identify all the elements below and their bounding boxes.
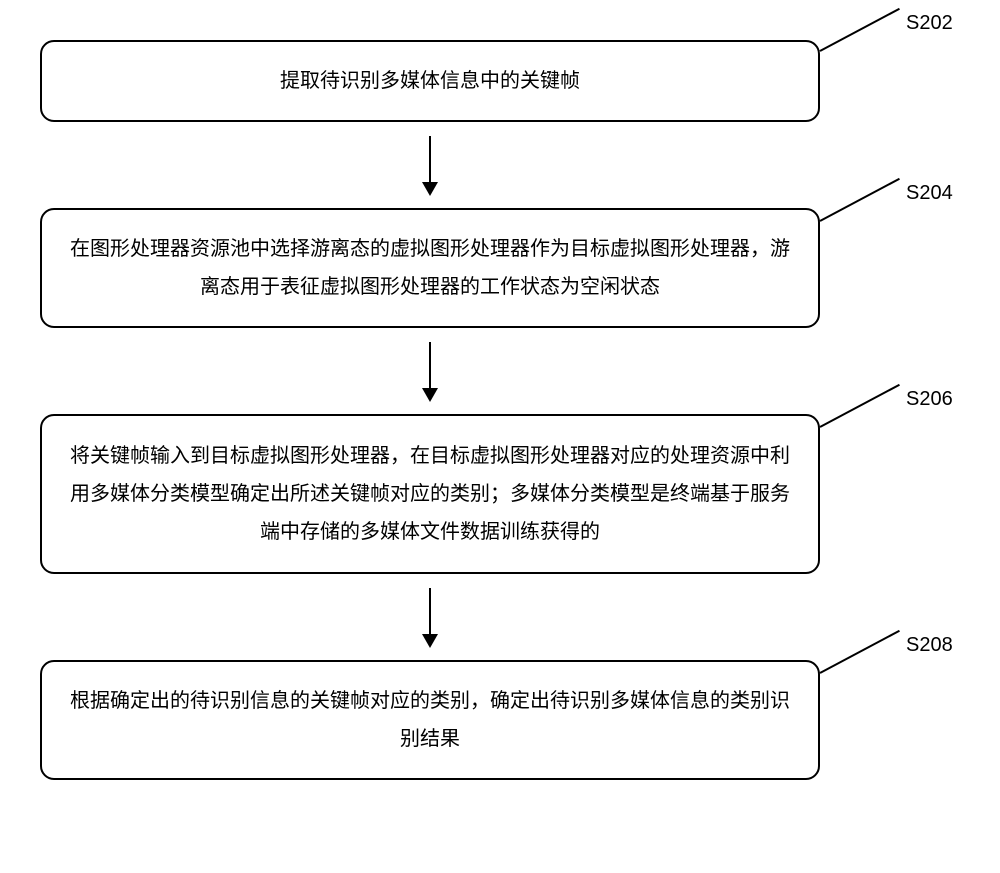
step-label-s206: S206 — [906, 388, 953, 411]
arrow-2 — [429, 342, 431, 400]
step-row-s206: 将关键帧输入到目标虚拟图形处理器，在目标虚拟图形处理器对应的处理资源中利用多媒体… — [40, 414, 960, 574]
connector-s202 — [820, 8, 900, 52]
step-row-s204: 在图形处理器资源池中选择游离态的虚拟图形处理器作为目标虚拟图形处理器，游离态用于… — [40, 208, 960, 328]
step-row-s208: 根据确定出的待识别信息的关键帧对应的类别，确定出待识别多媒体信息的类别识别结果 … — [40, 660, 960, 780]
step-box-s202: 提取待识别多媒体信息中的关键帧 — [40, 40, 820, 122]
step-label-wrap-s204: S204 — [820, 208, 960, 248]
arrow-wrap-1 — [40, 122, 820, 208]
step-text-s202: 提取待识别多媒体信息中的关键帧 — [280, 62, 580, 100]
step-label-s204: S204 — [906, 182, 953, 205]
step-text-s206: 将关键帧输入到目标虚拟图形处理器，在目标虚拟图形处理器对应的处理资源中利用多媒体… — [70, 437, 790, 551]
step-box-s208: 根据确定出的待识别信息的关键帧对应的类别，确定出待识别多媒体信息的类别识别结果 — [40, 660, 820, 780]
step-box-s206: 将关键帧输入到目标虚拟图形处理器，在目标虚拟图形处理器对应的处理资源中利用多媒体… — [40, 414, 820, 574]
step-text-s204: 在图形处理器资源池中选择游离态的虚拟图形处理器作为目标虚拟图形处理器，游离态用于… — [70, 230, 790, 306]
arrow-1 — [429, 136, 431, 194]
connector-s206 — [820, 384, 900, 428]
step-label-s208: S208 — [906, 634, 953, 657]
arrow-wrap-2 — [40, 328, 820, 414]
step-row-s202: 提取待识别多媒体信息中的关键帧 S202 — [40, 40, 960, 122]
step-label-wrap-s208: S208 — [820, 660, 960, 700]
step-label-wrap-s202: S202 — [820, 40, 960, 80]
step-box-s204: 在图形处理器资源池中选择游离态的虚拟图形处理器作为目标虚拟图形处理器，游离态用于… — [40, 208, 820, 328]
flowchart-container: 提取待识别多媒体信息中的关键帧 S202 在图形处理器资源池中选择游离态的虚拟图… — [40, 40, 960, 780]
arrow-3 — [429, 588, 431, 646]
connector-s208 — [820, 630, 900, 674]
step-text-s208: 根据确定出的待识别信息的关键帧对应的类别，确定出待识别多媒体信息的类别识别结果 — [70, 682, 790, 758]
connector-s204 — [820, 178, 900, 222]
step-label-wrap-s206: S206 — [820, 414, 960, 454]
step-label-s202: S202 — [906, 12, 953, 35]
arrow-wrap-3 — [40, 574, 820, 660]
